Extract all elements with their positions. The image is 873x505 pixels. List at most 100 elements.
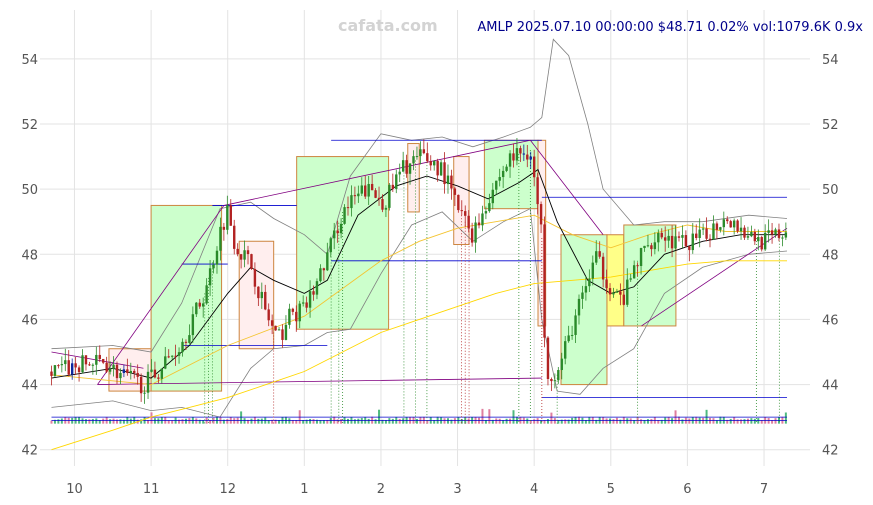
candle-body: [239, 254, 243, 260]
volume-bar: [116, 419, 118, 424]
candle-body: [674, 236, 677, 249]
candle-body: [753, 231, 757, 242]
volume-bar: [226, 419, 229, 424]
volume-bar: [153, 418, 156, 424]
volume-bars: [50, 408, 787, 424]
volume-bar: [633, 420, 636, 424]
volume-bar: [140, 419, 143, 424]
x-tick-label: 4: [530, 482, 538, 497]
volume-bar: [381, 419, 384, 424]
volume-bar: [609, 418, 612, 424]
candle-body: [650, 245, 653, 250]
volume-bar: [388, 418, 391, 424]
x-tick-label: 5: [607, 482, 615, 497]
candle-body: [174, 355, 177, 357]
zone-up: [150, 204, 223, 392]
volume-bar: [312, 419, 315, 424]
volume-bar: [278, 420, 281, 424]
y-axis-left: 42 44 46 48 50 52 54: [21, 53, 38, 459]
volume-bar: [84, 419, 87, 424]
sma-short: [51, 168, 787, 379]
volume-bar: [295, 420, 298, 424]
candle-body: [591, 262, 594, 279]
y-tick-label-left: 42: [21, 444, 38, 459]
y-tick-label-left: 48: [21, 248, 38, 263]
candle-body: [481, 213, 484, 226]
volume-bar: [102, 418, 105, 424]
candle-body: [467, 215, 470, 229]
y-tick-label-left: 54: [21, 53, 38, 68]
volume-bar: [771, 420, 774, 424]
candle-body: [567, 335, 570, 342]
candle-body: [443, 162, 446, 185]
candle-body: [688, 246, 691, 251]
y-tick-label-left: 50: [21, 183, 38, 198]
candle-body: [736, 220, 739, 232]
volume-bar: [426, 420, 429, 424]
candle-body: [164, 356, 167, 369]
candle-body: [319, 268, 322, 282]
candle-body: [695, 233, 698, 239]
candle-body: [432, 160, 436, 166]
candle-body: [429, 161, 432, 166]
candle-body: [464, 211, 467, 216]
candle-body: [763, 232, 767, 250]
volume-bar: [291, 420, 294, 424]
volume-bar: [446, 418, 449, 424]
volume-bar: [712, 418, 715, 424]
volume-bar: [391, 418, 394, 424]
candle-body: [129, 370, 132, 374]
candle-body: [474, 222, 477, 243]
volume-bar: [491, 419, 494, 424]
candle-body: [501, 170, 505, 178]
candle-body: [391, 184, 395, 189]
volume-bar: [267, 420, 270, 424]
volume-bar: [643, 420, 646, 424]
volume-bar: [646, 419, 649, 424]
candle-body: [691, 233, 694, 251]
volume-bar: [309, 418, 312, 424]
moving-averages: [51, 168, 787, 451]
candle-body: [357, 193, 360, 197]
volume-bar: [715, 420, 718, 424]
candle-body: [670, 235, 674, 249]
volume-bar: [526, 418, 529, 424]
zone-up: [560, 234, 608, 386]
level-lines: [51, 139, 788, 421]
y-tick-label-right: 48: [822, 248, 839, 263]
volume-bar: [460, 419, 463, 424]
candle-body: [108, 368, 112, 372]
zone-down: [407, 143, 420, 213]
volume-bar: [743, 419, 746, 424]
volume-bar: [550, 412, 553, 424]
volume-bar: [329, 418, 332, 424]
volume-bar: [384, 420, 387, 424]
candle-body: [722, 219, 726, 228]
candle-body: [584, 286, 588, 293]
x-tick-label: 12: [219, 482, 236, 497]
candle-body: [326, 252, 329, 271]
volume-bar: [233, 418, 236, 424]
candle-body: [377, 197, 381, 200]
candle-body: [784, 232, 788, 238]
candle-body: [539, 204, 543, 225]
candle-body: [619, 291, 622, 295]
volume-bar: [671, 418, 674, 424]
candle-body: [81, 355, 84, 373]
candle-body: [150, 369, 153, 372]
candle-body: [739, 227, 743, 232]
x-tick-label: 11: [143, 482, 160, 497]
candle-body: [291, 308, 295, 312]
candle-body: [774, 229, 777, 235]
candle-body: [208, 268, 212, 286]
candle-body: [343, 207, 346, 224]
candle-body: [777, 229, 781, 238]
candle-body: [88, 364, 91, 366]
volume-bar: [505, 418, 508, 424]
volume-bar: [660, 419, 663, 424]
candle-body: [270, 320, 274, 326]
candle-body: [550, 378, 553, 382]
volume-bar: [729, 418, 732, 424]
candle-body: [133, 370, 136, 373]
volume-bar: [347, 418, 349, 424]
